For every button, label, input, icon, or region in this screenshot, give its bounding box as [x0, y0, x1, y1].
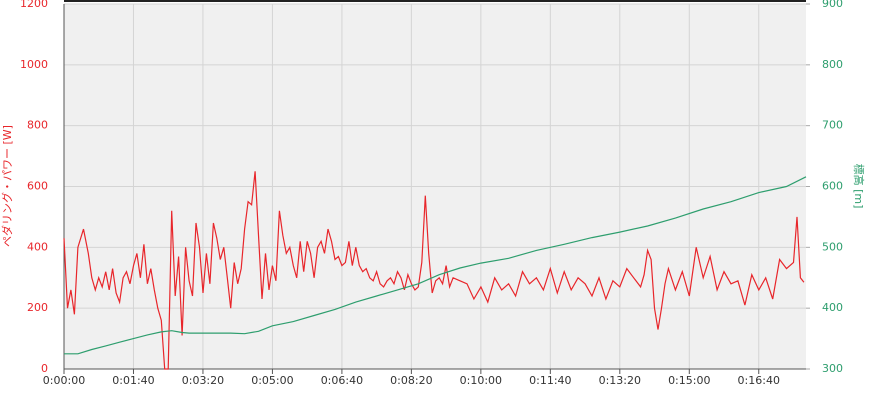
y2-tick-label: 700 — [822, 119, 843, 132]
x-tick-label: 0:05:00 — [251, 374, 293, 387]
y2-tick-label: 600 — [822, 180, 843, 193]
y-tick-label: 200 — [27, 301, 48, 314]
data-line — [64, 176, 807, 355]
y-tick-label: 1200 — [20, 0, 48, 10]
y-tick-label: 800 — [27, 119, 48, 132]
y-tick-label: 400 — [27, 240, 48, 253]
x-tick-label: 0:13:20 — [599, 374, 641, 387]
x-tick-label: 0:03:20 — [182, 374, 224, 387]
y2-tick-label: 500 — [822, 240, 843, 253]
y-tick-label: 600 — [27, 180, 48, 193]
x-tick-label: 0:01:40 — [112, 374, 154, 387]
data-line — [63, 171, 805, 370]
y2-tick-label: 800 — [822, 58, 843, 71]
y2-tick-label: 400 — [822, 301, 843, 314]
x-tick-label: 0:15:00 — [668, 374, 710, 387]
y2-tick-label: 900 — [822, 0, 843, 10]
y2-axis-label: 標高 [m] — [852, 164, 866, 209]
x-tick-label: 0:00:00 — [43, 374, 85, 387]
x-tick-label: 0:08:20 — [390, 374, 432, 387]
x-tick-label: 0:10:00 — [460, 374, 502, 387]
x-tick-label: 0:06:40 — [321, 374, 363, 387]
y-tick-label: 0 — [41, 362, 48, 375]
y2-tick-label: 300 — [822, 362, 843, 375]
x-tick-label: 0:16:40 — [738, 374, 780, 387]
x-tick-label: 0:11:40 — [529, 374, 571, 387]
y-tick-label: 1000 — [20, 58, 48, 71]
y-axis-label: ペダリング・パワー [W] — [0, 125, 14, 247]
